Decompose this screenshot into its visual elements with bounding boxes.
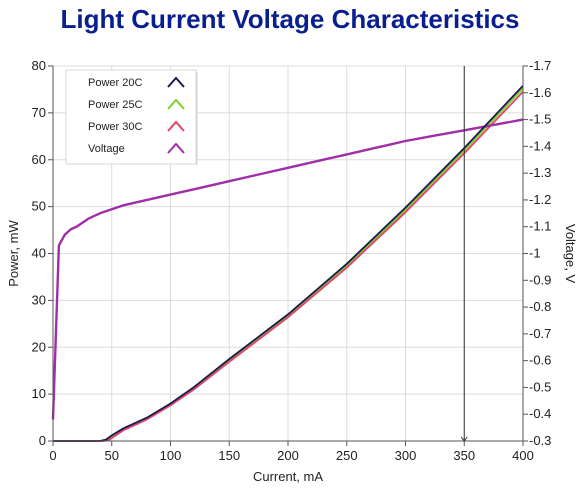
y2-tick-label: -1 xyxy=(529,246,541,261)
x-tick-label: 400 xyxy=(512,448,534,463)
y-tick-label: 20 xyxy=(32,339,46,354)
y2-tick-label: -0.7 xyxy=(529,326,551,341)
y2-tick-label: -0.9 xyxy=(529,272,551,287)
y2-tick-label: -1.2 xyxy=(529,192,551,207)
legend-label: Power 20C xyxy=(88,77,142,89)
y2-tick-label: -0.3 xyxy=(529,433,551,448)
x-axis-label: Current, mA xyxy=(253,469,323,484)
x-tick-label: 100 xyxy=(160,448,182,463)
legend-swatch xyxy=(167,142,185,154)
legend: Power 20C Power 25C Power 30C Voltage xyxy=(65,69,198,165)
y-axis-label: Power, mW xyxy=(6,220,21,287)
x-tick-label: 300 xyxy=(395,448,417,463)
series-line-power-30c xyxy=(53,91,524,442)
y-tick-label: 80 xyxy=(32,58,46,73)
y2-tick-label: -1.6 xyxy=(529,85,551,100)
y2-tick-label: -1.7 xyxy=(529,58,551,73)
cursor-arrow xyxy=(460,436,468,442)
y2-tick-label: -1.4 xyxy=(529,138,551,153)
series-line-voltage xyxy=(51,118,524,420)
y-tick-label: 50 xyxy=(32,199,46,214)
series-layer xyxy=(51,85,524,442)
y2-tick-label: -1.5 xyxy=(529,112,551,127)
legend-swatch xyxy=(167,98,185,110)
chart-title: Light Current Voltage Characteristics xyxy=(60,4,520,34)
legend-swatch xyxy=(167,120,185,132)
y-tick-label: 30 xyxy=(32,292,46,307)
series-line-power-20c xyxy=(53,85,524,442)
y2-axis-label: Voltage, V xyxy=(563,224,578,284)
x-tick-label: 200 xyxy=(277,448,299,463)
x-tick-label: 50 xyxy=(105,448,119,463)
x-tick-label: 350 xyxy=(453,448,475,463)
y2-tick-label: -1.3 xyxy=(529,165,551,180)
y-tick-label: 60 xyxy=(32,152,46,167)
legend-label: Voltage xyxy=(88,143,125,155)
y2-tick-label: -1.1 xyxy=(529,219,551,234)
y-tick-label: 10 xyxy=(32,386,46,401)
y2-tick-label: -0.4 xyxy=(529,406,551,421)
legend-label: Power 30C xyxy=(88,121,142,133)
x-tick-label: 250 xyxy=(336,448,358,463)
cursor-line[interactable] xyxy=(460,66,468,442)
y2-tick-label: -0.8 xyxy=(529,299,551,314)
axes: 0 50 100 150 200 250 300 350 400 0 10 20 30 40 50 60 70 8… xyxy=(6,58,578,484)
y-tick-label: 40 xyxy=(32,246,46,261)
x-tick-label: 150 xyxy=(218,448,240,463)
y2-tick-label: -0.5 xyxy=(529,379,551,394)
y-tick-label: 0 xyxy=(39,433,46,448)
legend-label: Power 25C xyxy=(88,99,142,111)
legend-swatch xyxy=(167,76,185,88)
y2-tick-label: -0.6 xyxy=(529,353,551,368)
x-tick-label: 0 xyxy=(49,448,56,463)
legend-box xyxy=(65,69,197,165)
y-tick-label: 70 xyxy=(32,105,46,120)
